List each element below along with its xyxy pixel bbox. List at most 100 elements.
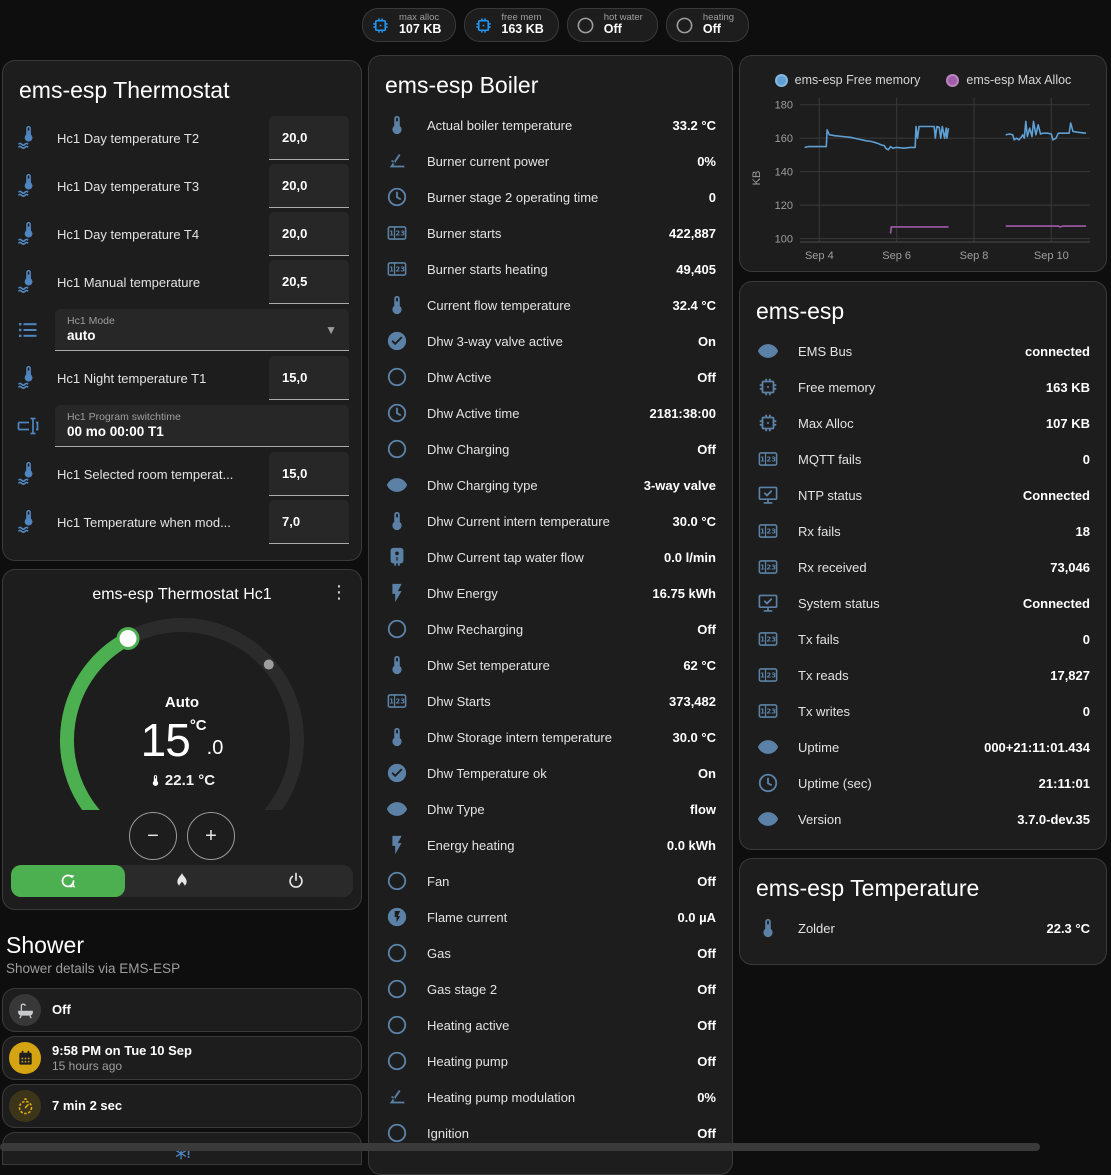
angle-acute-icon [389, 154, 405, 168]
dots-vertical-icon[interactable]: ⋮ [330, 582, 348, 602]
entity-row[interactable]: Dhw Recharging Off [385, 611, 716, 647]
entity-label: Zolder [798, 920, 835, 936]
number-input[interactable]: 20,0 [269, 164, 349, 208]
entity-row[interactable]: Flame current 0.0 µA [385, 899, 716, 935]
number-input[interactable]: 20,0 [269, 116, 349, 160]
entity-row[interactable]: Heating pump Off [385, 1043, 716, 1079]
status-badge[interactable]: free mem 163 KB [464, 8, 559, 42]
entity-row[interactable]: Dhw Temperature ok On [385, 755, 716, 791]
entity-row[interactable]: Dhw 3-way valve active On [385, 323, 716, 359]
entity-row[interactable]: 1 23 Rx fails 18 [756, 513, 1090, 549]
number-input[interactable]: 15,0 [269, 452, 349, 496]
increase-temp-button[interactable]: + [187, 812, 235, 860]
entity-row[interactable]: Zolder 22.3 °C [756, 910, 1090, 946]
thermometer-icon [392, 511, 402, 531]
thermometer-icon [392, 655, 402, 675]
shower-tile[interactable]: 7 min 2 sec [2, 1084, 362, 1128]
entity-row[interactable]: 1 23 Burner starts heating 49,405 [385, 251, 716, 287]
entity-row[interactable]: Ignition Off [385, 1115, 716, 1151]
hvac-mode-auto-mode[interactable]: A [11, 865, 125, 897]
bathtub-icon [9, 994, 41, 1026]
legend-item[interactable]: ems-esp Max Alloc [946, 73, 1071, 87]
entity-row[interactable]: 1 23 Rx received 73,046 [756, 549, 1090, 585]
thermometer-icon [392, 295, 402, 315]
entity-row[interactable]: Gas stage 2 Off [385, 971, 716, 1007]
badge-label: heating [702, 12, 735, 24]
legend-item[interactable]: ems-esp Free memory [774, 73, 920, 87]
entity-row[interactable]: 1 23 MQTT fails 0 [756, 441, 1090, 477]
entity-row[interactable]: Dhw Set temperature 62 °C [385, 647, 716, 683]
entity-row[interactable]: Dhw Current intern temperature 30.0 °C [385, 503, 716, 539]
entity-row[interactable]: 1 23 Tx writes 0 [756, 693, 1090, 729]
eye-icon [385, 797, 409, 821]
hvac-mode-power[interactable] [239, 865, 353, 897]
shower-tile[interactable]: Off [2, 988, 362, 1032]
entity-value: 0.0 l/min [663, 549, 716, 565]
entity-row[interactable]: 1 23 Dhw Starts 373,482 [385, 683, 716, 719]
status-badge[interactable]: max alloc 107 KB [361, 8, 457, 42]
entity-row[interactable]: Uptime (sec) 21:11:01 [756, 765, 1090, 801]
svg-text:1: 1 [389, 265, 394, 273]
chart-series-line [889, 226, 949, 234]
input-label: Hc1 Program switchtime [67, 411, 181, 423]
entity-row[interactable]: System status Connected [756, 585, 1090, 621]
entity-row[interactable]: Dhw Active time 2181:38:00 [385, 395, 716, 431]
flash-icon [392, 835, 402, 855]
entity-row[interactable]: Uptime 000+21:11:01.434 [756, 729, 1090, 765]
entity-row[interactable]: Max Alloc 107 KB [756, 405, 1090, 441]
entity-row[interactable]: Version 3.7.0-dev.35 [756, 801, 1090, 837]
entity-value: 16.75 kWh [652, 585, 716, 601]
right-column: ems-esp Free memory ems-esp Max Alloc 10… [739, 55, 1107, 965]
decrease-temp-button[interactable]: − [129, 812, 177, 860]
entity-row[interactable]: Dhw Current tap water flow 0.0 l/min [385, 539, 716, 575]
dial-handle[interactable] [116, 626, 140, 650]
text-input[interactable]: Hc1 Program switchtime 00 mo 00:00 T1 [55, 405, 349, 447]
entity-value: 0 [708, 189, 716, 205]
left-column: ems-esp Thermostat Hc1 Day temperature T… [2, 60, 362, 1165]
shower-tile[interactable]: 9:58 PM on Tue 10 Sep 15 hours ago [2, 1036, 362, 1080]
entity-row[interactable]: Gas Off [385, 935, 716, 971]
entity-row[interactable]: Dhw Energy 16.75 kWh [385, 575, 716, 611]
status-badge[interactable]: hot water Off [566, 8, 658, 42]
entity-value: 73,046 [1050, 559, 1090, 575]
number-input[interactable]: 15,0 [269, 356, 349, 400]
entity-input-row: Hc1 Temperature when mod... 7,0 [15, 498, 349, 546]
water-thermometer-icon [17, 174, 33, 197]
entity-row[interactable]: Dhw Storage intern temperature 30.0 °C [385, 719, 716, 755]
entity-row[interactable]: Fan Off [385, 863, 716, 899]
entity-row[interactable]: EMS Bus connected [756, 333, 1090, 369]
badge-label: free mem [501, 12, 542, 24]
horizontal-scrollbar[interactable] [0, 1143, 1040, 1151]
entity-value: 0 [1082, 703, 1090, 719]
entity-row[interactable]: Actual boiler temperature 33.2 °C [385, 107, 716, 143]
middle-column: ems-esp Boiler Actual boiler temperature… [368, 55, 733, 1175]
status-badge[interactable]: heating Off [665, 8, 750, 42]
entity-row[interactable]: Dhw Charging type 3-way valve [385, 467, 716, 503]
entity-row[interactable]: Burner stage 2 operating time 0 [385, 179, 716, 215]
hvac-mode-fire[interactable] [125, 865, 239, 897]
entity-row[interactable]: 1 23 Tx reads 17,827 [756, 657, 1090, 693]
entity-row[interactable]: 1 23 Tx fails 0 [756, 621, 1090, 657]
entity-label: Hc1 Night temperature T1 [57, 370, 207, 386]
number-input[interactable]: 7,0 [269, 500, 349, 544]
entity-row[interactable]: Dhw Charging Off [385, 431, 716, 467]
entity-row[interactable]: Free memory 163 KB [756, 369, 1090, 405]
entity-row[interactable]: Heating active Off [385, 1007, 716, 1043]
entity-row[interactable]: Dhw Type flow [385, 791, 716, 827]
entity-row[interactable]: Burner current power 0% [385, 143, 716, 179]
entity-row[interactable]: Dhw Active Off [385, 359, 716, 395]
number-input[interactable]: 20,5 [269, 260, 349, 304]
entity-row[interactable]: NTP status Connected [756, 477, 1090, 513]
entity-value: Off [697, 1017, 716, 1033]
entity-label: Burner starts [427, 225, 502, 241]
thermostat-dial[interactable] [3, 604, 361, 810]
select-input[interactable]: Hc1 Mode auto ▼ [55, 309, 349, 351]
entity-row[interactable]: Energy heating 0.0 kWh [385, 827, 716, 863]
entity-row[interactable]: 1 23 Burner starts 422,887 [385, 215, 716, 251]
number-input[interactable]: 20,0 [269, 212, 349, 256]
entity-value: Off [697, 441, 716, 457]
water-boiler-icon [385, 545, 409, 569]
entity-row[interactable]: Current flow temperature 32.4 °C [385, 287, 716, 323]
entity-row[interactable]: Heating pump modulation 0% [385, 1079, 716, 1115]
water-thermometer-icon [17, 270, 33, 293]
